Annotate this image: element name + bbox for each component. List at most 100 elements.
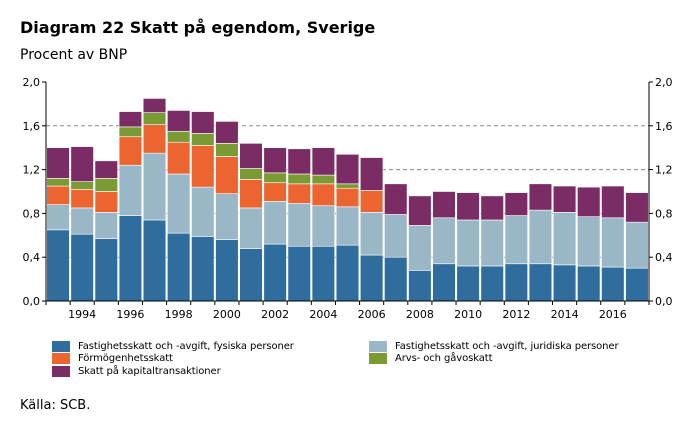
legend-item-fysiska: Fastighetsskatt och -avgift, fysiska per… bbox=[52, 339, 294, 353]
bar-segment bbox=[408, 225, 432, 271]
bar-segment bbox=[601, 266, 625, 302]
bar-segment bbox=[191, 133, 215, 146]
bar-segment bbox=[456, 192, 480, 221]
bar-segment bbox=[625, 192, 649, 223]
legend-label: Skatt på kapitaltransaktioner bbox=[78, 365, 221, 377]
chart-title: Diagram 22 Skatt på egendom, Sverige bbox=[20, 18, 376, 37]
bar-segment bbox=[577, 186, 601, 217]
legend-item-arvsskatt: Arvs- och gåvoskatt bbox=[369, 351, 493, 365]
bar-segment bbox=[191, 145, 215, 188]
x-tick-label: 2000 bbox=[213, 308, 241, 321]
legend-label: Fastighetsskatt och -avgift, juridiska p… bbox=[395, 340, 619, 352]
bar-segment bbox=[528, 209, 553, 265]
source-note: Källa: SCB. bbox=[20, 398, 91, 413]
bar-segment bbox=[601, 185, 625, 219]
axes bbox=[45, 82, 650, 302]
bar-segment bbox=[215, 143, 239, 157]
x-tick-label: 1994 bbox=[68, 308, 96, 321]
bar-segment bbox=[167, 110, 191, 132]
y-tick-label: 0,0 bbox=[23, 295, 41, 308]
bar-segment bbox=[311, 205, 336, 247]
bar-segment bbox=[94, 160, 118, 179]
bar-segment bbox=[46, 204, 70, 231]
y-tick-label: 2,0 bbox=[23, 76, 41, 89]
bar-segment bbox=[432, 191, 456, 219]
bar-segment bbox=[118, 136, 143, 166]
bar-segment bbox=[239, 168, 263, 180]
bar-segment bbox=[46, 229, 70, 302]
x-tick-label: 2002 bbox=[261, 308, 289, 321]
bar-segment bbox=[70, 146, 94, 182]
bar-segment bbox=[287, 148, 311, 175]
bar-segment bbox=[46, 185, 70, 205]
bar-segment bbox=[552, 212, 577, 266]
bar-segment bbox=[263, 172, 287, 184]
bar-segment bbox=[118, 126, 143, 138]
bar-segment bbox=[359, 157, 384, 191]
bar-segment bbox=[552, 185, 577, 213]
bar-segment bbox=[70, 207, 94, 235]
y-axis-left-ticks: 0,0 0,4 0,8 1,2 1,6 2,0 bbox=[23, 76, 46, 308]
y-tick-label: 2,0 bbox=[655, 76, 673, 89]
legend-label: Arvs- och gåvoskatt bbox=[395, 352, 493, 364]
y-tick-label: 1,6 bbox=[23, 120, 41, 133]
bar-segment bbox=[601, 217, 625, 268]
bar-segment bbox=[94, 238, 118, 302]
bar-segment bbox=[94, 212, 118, 239]
bar-segment bbox=[480, 265, 504, 302]
bar-segment bbox=[263, 182, 287, 202]
bar-segment bbox=[167, 173, 191, 234]
y-tick-label: 1,2 bbox=[23, 164, 41, 177]
bar-segment bbox=[504, 215, 528, 265]
bar-segment bbox=[46, 147, 70, 179]
bar-segment bbox=[456, 265, 480, 302]
legend-swatch bbox=[369, 340, 387, 352]
bar-segment bbox=[504, 263, 528, 302]
bar-segment bbox=[118, 164, 143, 216]
bar-segment bbox=[239, 248, 263, 302]
x-tick-label: 1998 bbox=[165, 308, 193, 321]
bar-segment bbox=[94, 178, 118, 192]
bar-segment bbox=[577, 265, 601, 302]
bar-segment bbox=[46, 178, 70, 187]
x-tick-label: 2010 bbox=[454, 308, 482, 321]
x-tick-label: 2012 bbox=[502, 308, 530, 321]
bar-segment bbox=[191, 111, 215, 134]
bar-segment bbox=[263, 201, 287, 245]
legend-label: Förmögenhetsskatt bbox=[78, 352, 173, 364]
bar-segment bbox=[70, 181, 94, 190]
bar-segment bbox=[239, 143, 263, 169]
legend-swatch bbox=[52, 365, 70, 377]
bar-segment bbox=[311, 174, 336, 185]
bar-segment bbox=[142, 124, 167, 154]
bar-segment bbox=[384, 183, 408, 215]
bar-segment bbox=[142, 98, 167, 113]
bar-segment bbox=[70, 233, 94, 302]
legend-swatch bbox=[369, 352, 387, 364]
x-tick-label: 2014 bbox=[551, 308, 579, 321]
bar-segment bbox=[287, 183, 311, 204]
bar-segment bbox=[384, 256, 408, 302]
bar-segment bbox=[239, 179, 263, 209]
y-tick-label: 0,8 bbox=[655, 207, 673, 220]
bar-segment bbox=[528, 263, 553, 302]
x-tick-label: 2016 bbox=[599, 308, 627, 321]
y-axis-right-ticks: 0,0 0,4 0,8 1,2 1,6 2,0 bbox=[649, 76, 673, 308]
bar-segment bbox=[70, 189, 94, 209]
bar-segment bbox=[239, 207, 263, 249]
bar-segment bbox=[215, 156, 239, 194]
bar-segment bbox=[215, 193, 239, 240]
bar-segment bbox=[263, 147, 287, 174]
y-tick-label: 1,6 bbox=[655, 120, 673, 133]
legend-label: Fastighetsskatt och -avgift, fysiska per… bbox=[78, 340, 294, 352]
legend-swatch bbox=[52, 340, 70, 352]
y-tick-label: 0,4 bbox=[23, 251, 41, 264]
bar-segment bbox=[311, 147, 336, 176]
y-tick-label: 0,0 bbox=[655, 295, 673, 308]
bar-segment bbox=[167, 232, 191, 302]
bar-segment bbox=[335, 183, 360, 189]
bar-segment bbox=[118, 111, 143, 128]
bar-segment bbox=[504, 192, 528, 216]
bar-segment bbox=[335, 206, 360, 246]
